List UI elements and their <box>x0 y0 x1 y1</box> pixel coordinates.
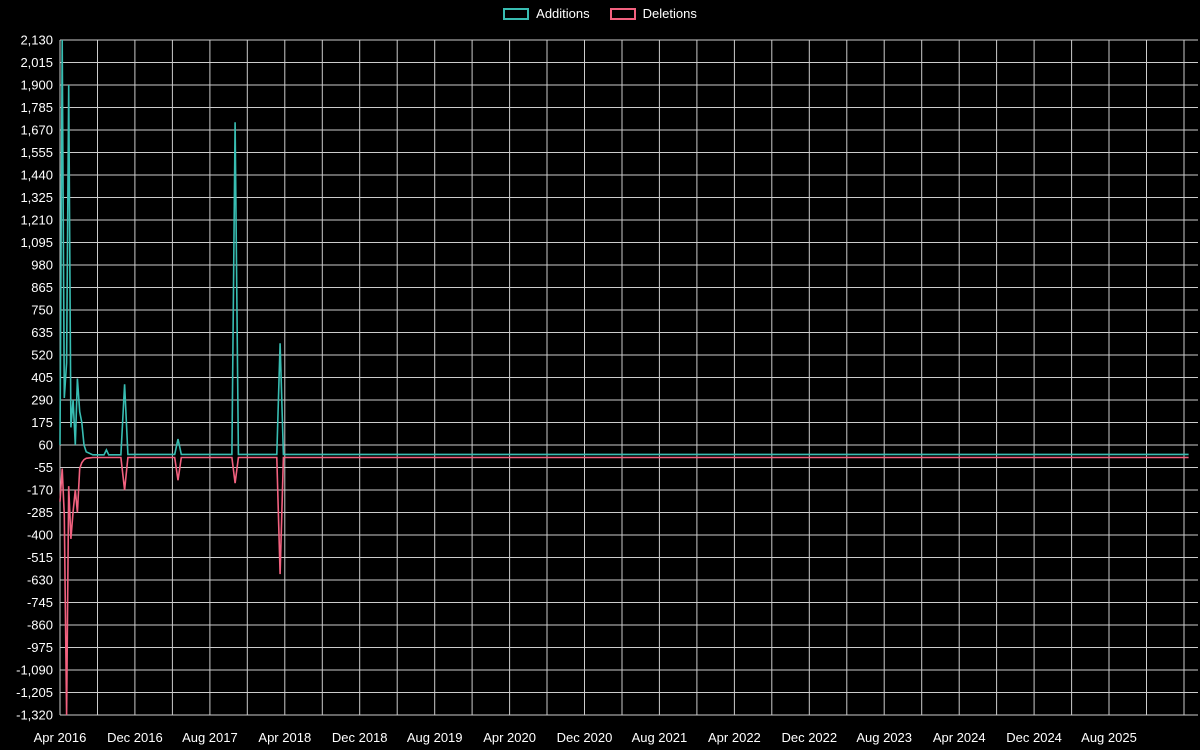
chart-gridlines <box>59 39 1198 716</box>
x-axis-tick-label: Dec 2022 <box>781 730 837 745</box>
y-axis-tick-label: 1,325 <box>20 190 53 205</box>
y-axis-tick-label: 865 <box>31 280 53 295</box>
x-axis-tick-label: Aug 2021 <box>632 730 688 745</box>
y-axis-tick-label: 750 <box>31 303 53 318</box>
y-axis-tick-label: 1,210 <box>20 213 53 228</box>
y-axis-tick-label: -975 <box>27 640 53 655</box>
additions-line <box>59 39 1189 456</box>
y-axis-tick-label: 1,785 <box>20 100 53 115</box>
deletions-swatch <box>609 7 636 20</box>
y-axis-tick-label: 635 <box>31 325 53 340</box>
legend-label-deletions: Deletions <box>642 6 697 21</box>
y-axis-tick-label: -515 <box>27 550 53 565</box>
y-axis-tick-label: -860 <box>27 618 53 633</box>
x-axis-tick-label: Aug 2017 <box>182 730 238 745</box>
y-axis-tick-label: -1,320 <box>16 708 53 723</box>
y-axis-tick-label: -55 <box>34 460 53 475</box>
y-axis-tick-label: -1,205 <box>16 685 53 700</box>
x-axis-tick-label: Dec 2020 <box>557 730 613 745</box>
x-axis: Apr 2016 Dec 2016 Aug 2017 Apr 2018 Dec 2018… <box>34 730 1137 745</box>
y-axis-tick-label: 1,440 <box>20 168 53 183</box>
legend-label-additions: Additions <box>536 6 590 21</box>
x-axis-tick-label: Apr 2020 <box>483 730 536 745</box>
x-axis-tick-label: Apr 2024 <box>933 730 986 745</box>
x-axis-tick-label: Apr 2016 <box>34 730 87 745</box>
additions-swatch <box>503 7 530 20</box>
y-axis-tick-label: -170 <box>27 483 53 498</box>
y-axis-tick-label: 1,555 <box>20 145 53 160</box>
y-axis-tick-label: 2,015 <box>20 55 53 70</box>
y-axis-tick-label: -1,090 <box>16 663 53 678</box>
y-axis-tick-label: 290 <box>31 393 53 408</box>
x-axis-tick-label: Aug 2019 <box>407 730 463 745</box>
x-axis-tick-label: Dec 2016 <box>107 730 163 745</box>
y-axis-tick-label: 1,900 <box>20 78 53 93</box>
deletions-line <box>59 456 1189 716</box>
y-axis-tick-label: 980 <box>31 258 53 273</box>
chart-legend: Additions Deletions <box>0 7 1200 20</box>
y-axis-tick-label: 175 <box>31 415 53 430</box>
x-axis-tick-label: Aug 2025 <box>1081 730 1137 745</box>
y-axis-tick-label: 2,130 <box>20 33 53 48</box>
y-axis-tick-label: 60 <box>39 438 53 453</box>
y-axis-tick-label: -400 <box>27 528 53 543</box>
legend-item-deletions[interactable]: Deletions <box>609 6 697 21</box>
x-axis-tick-label: Apr 2022 <box>708 730 761 745</box>
x-axis-tick-label: Dec 2018 <box>332 730 388 745</box>
y-axis-tick-label: 1,670 <box>20 123 53 138</box>
x-axis-tick-label: Apr 2018 <box>258 730 311 745</box>
x-axis-tick-label: Dec 2024 <box>1006 730 1062 745</box>
x-axis-tick-label: Aug 2023 <box>856 730 912 745</box>
y-axis-tick-label: 1,095 <box>20 235 53 250</box>
y-axis-tick-label: 405 <box>31 370 53 385</box>
y-axis: 2,130 2,015 1,900 1,785 1,670 1,555 1,440 1,325… <box>16 33 53 723</box>
y-axis-tick-label: -630 <box>27 573 53 588</box>
legend-item-additions[interactable]: Additions <box>503 6 590 21</box>
y-axis-tick-label: -285 <box>27 505 53 520</box>
y-axis-tick-label: 520 <box>31 348 53 363</box>
y-axis-tick-label: -745 <box>27 595 53 610</box>
